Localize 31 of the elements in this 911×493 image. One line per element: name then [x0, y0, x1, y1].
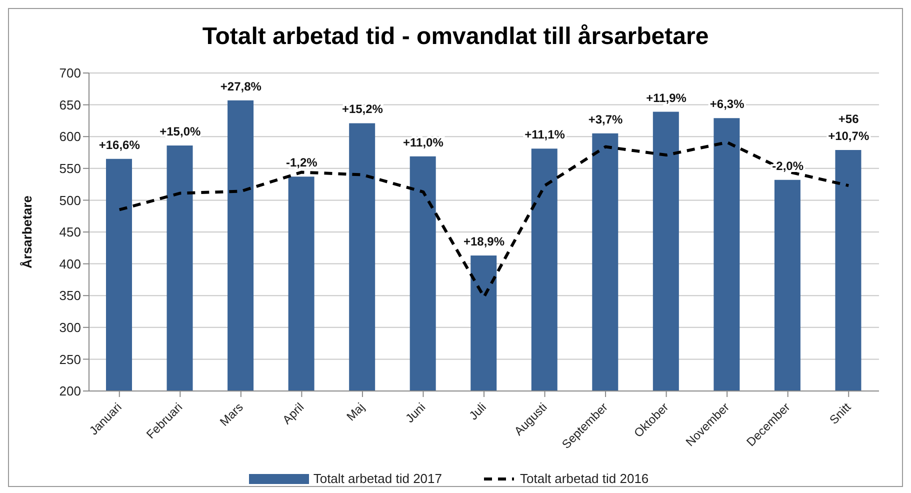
y-tick-label: 550 — [59, 161, 81, 176]
annotation: +15,2% — [342, 102, 384, 116]
legend-label: Totalt arbetad tid 2017 — [313, 471, 442, 486]
annotation: +56 — [838, 112, 860, 126]
x-tick-label: Snitt — [826, 400, 854, 427]
annotation: +10,7% — [828, 128, 870, 143]
annotation: +11,9% — [646, 90, 687, 105]
annotation: -1,2% — [286, 156, 318, 170]
y-tick-label: 650 — [59, 97, 81, 112]
y-tick-label: 500 — [59, 192, 81, 208]
y-axis-title: Årsarbetare — [20, 196, 35, 268]
chart-title: Totalt arbetad tid - omvandlat till årsarbetare — [201, 22, 710, 52]
annotation: +27,8% — [220, 79, 262, 94]
y-tick-label: 700 — [59, 66, 81, 81]
annotation: +3,7% — [588, 112, 624, 126]
x-tick-label: Juli — [466, 400, 489, 423]
y-tick-label: 600 — [59, 129, 81, 144]
y-tick-label: 450 — [59, 224, 81, 240]
y-tick-label: 300 — [59, 320, 81, 336]
y-tick-label: 250 — [59, 352, 81, 367]
annotation: +16,6% — [98, 138, 140, 152]
annotation: +6,3% — [710, 97, 745, 112]
y-tick-label: 200 — [59, 384, 81, 399]
x-tick-label: Maj — [344, 400, 368, 424]
annotation: +11,0% — [403, 135, 444, 150]
annotation: +11,1% — [524, 128, 566, 142]
y-tick-label: 400 — [59, 256, 81, 272]
annotation: +15,0% — [160, 124, 201, 139]
legend-label: Totalt arbetad tid 2016 — [520, 471, 649, 486]
annotation: +18,9% — [463, 234, 505, 249]
y-tick-label: 350 — [59, 288, 81, 304]
